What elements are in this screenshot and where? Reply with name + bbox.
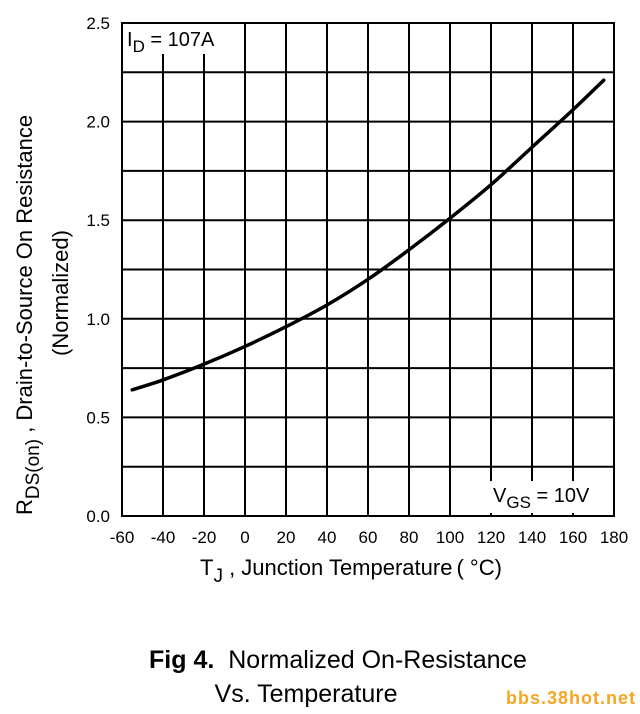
y-tick-label: 0.5	[86, 408, 110, 427]
x-tick-label: 120	[477, 528, 505, 547]
vgs-annotation-bg	[490, 481, 606, 513]
vgs-annotation-sub: GS	[506, 493, 531, 512]
y-tick-labels: 0.0 0.5 1.0 1.5 2.0 2.5	[86, 14, 110, 526]
x-tick-labels: -60 -40 -20 0 20 40 60 80 100 120 140 160 180	[110, 528, 628, 547]
chart: -60 -40 -20 0 20 40 60 80 100 120 140 160 180 0.0 0.5…	[12, 14, 628, 587]
x-tick-label: 40	[318, 528, 337, 547]
id-annotation-main: I	[127, 29, 133, 51]
figure-caption-line1: Fig 4. Normalized On-Resistance	[18, 646, 640, 675]
y-axis-label-main: R	[12, 499, 37, 515]
figure-caption-line2: Vs. Temperature	[214, 680, 398, 708]
y-axis-label-rest: , Drain-to-Source On Resistance	[12, 115, 37, 439]
figure-caption-title: Normalized On-Resistance	[228, 646, 527, 674]
id-annotation-sub: D	[133, 37, 145, 56]
x-tick-label: 160	[559, 528, 587, 547]
x-tick-label: -60	[110, 528, 135, 547]
x-axis-label-unit: ( °C)	[456, 555, 501, 580]
x-tick-label: 20	[277, 528, 296, 547]
y-axis-label-sub: DS(on)	[23, 439, 44, 499]
x-axis-label-main: T	[200, 555, 213, 580]
id-annotation-bg	[124, 24, 240, 54]
x-tick-label: -40	[151, 528, 176, 547]
x-tick-label: 60	[359, 528, 378, 547]
x-tick-label: 80	[400, 528, 419, 547]
vgs-annotation-main: V	[493, 485, 507, 507]
id-annotation-value: = 107A	[145, 29, 215, 51]
figure-caption-label: Fig 4.	[149, 646, 215, 674]
x-axis-label-rest: , Junction Temperature	[223, 555, 453, 580]
watermark: bbs.38hot.net	[505, 688, 636, 708]
x-axis-label: TJ , Junction Temperature( °C)	[200, 555, 502, 587]
y-axis-label-line2: (Normalized)	[48, 230, 73, 356]
grid	[122, 23, 614, 516]
vgs-annotation-value: = 10V	[531, 485, 590, 507]
y-tick-label: 2.0	[86, 113, 110, 132]
plot-frame	[121, 22, 615, 517]
x-tick-label: 0	[240, 528, 249, 547]
x-axis-label-sub: J	[213, 566, 223, 587]
id-annotation: ID = 107A	[127, 29, 215, 56]
y-tick-label: 2.5	[86, 14, 110, 33]
x-tick-label: 140	[518, 528, 546, 547]
x-tick-label: 100	[436, 528, 464, 547]
y-axis-label: RDS(on) , Drain-to-Source On Resistance	[12, 115, 44, 515]
y-tick-label: 1.0	[86, 310, 110, 329]
y-tick-label: 0.0	[86, 507, 110, 526]
vgs-annotation: VGS = 10V	[493, 485, 590, 512]
series-line-rdson	[130, 78, 606, 392]
x-tick-label: -20	[192, 528, 217, 547]
y-tick-label: 1.5	[86, 211, 110, 230]
x-tick-label: 180	[600, 528, 628, 547]
